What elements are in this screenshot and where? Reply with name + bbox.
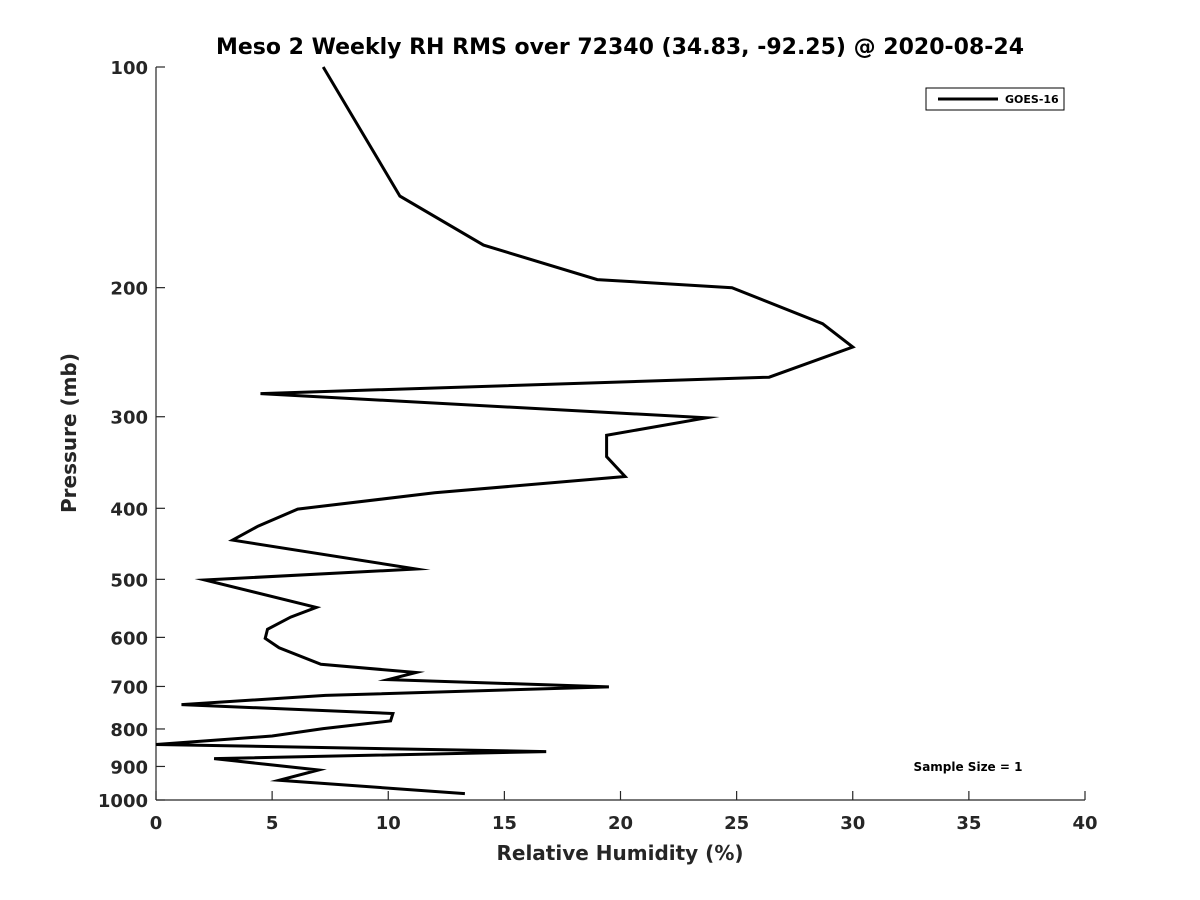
sample-size-annotation: Sample Size = 1 (914, 760, 1023, 774)
y-tick-label: 300 (110, 408, 148, 429)
y-tick-label: 500 (110, 570, 148, 591)
y-tick-label: 900 (110, 757, 148, 778)
x-axis-label: Relative Humidity (%) (496, 841, 743, 865)
y-tick-label: 100 (110, 58, 148, 79)
y-tick-label: 800 (110, 720, 148, 741)
y-tick-label: 200 (110, 279, 148, 300)
plot-area: 0 5 10 15 20 25 30 35 40 100 200 300 400 500 600 700 800… (98, 58, 1098, 834)
x-tick-label: 35 (956, 813, 981, 834)
y-tick-label: 600 (110, 628, 148, 649)
x-tick-label: 25 (724, 813, 749, 834)
legend-label: GOES-16 (1005, 93, 1059, 106)
x-tick-label: 15 (492, 813, 517, 834)
x-tick-label: 30 (840, 813, 865, 834)
y-tick-label: 1000 (98, 791, 148, 812)
series-line-goes-16 (155, 66, 856, 796)
x-tick-label: 10 (376, 813, 401, 834)
x-tick-label: 20 (608, 813, 633, 834)
chart-title: Meso 2 Weekly RH RMS over 72340 (34.83, … (216, 35, 1024, 60)
y-tick-label: 700 (110, 677, 148, 698)
x-tick-label: 40 (1072, 813, 1097, 834)
x-tick-label: 0 (150, 813, 163, 834)
y-axis-label: Pressure (mb) (57, 353, 81, 513)
y-tick-label: 400 (110, 499, 148, 520)
x-tick-label: 5 (266, 813, 279, 834)
legend: GOES-16 (925, 87, 1065, 111)
